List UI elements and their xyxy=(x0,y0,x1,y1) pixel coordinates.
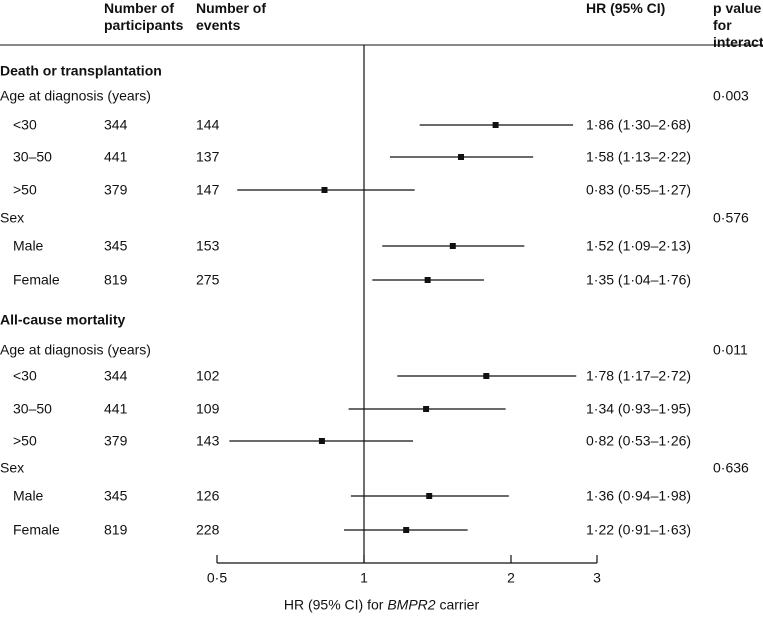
row-label: >50 xyxy=(13,432,37,449)
p-interaction: 0·636 xyxy=(713,459,749,476)
events: 275 xyxy=(196,271,220,288)
hr-point xyxy=(403,527,410,533)
row-label: Male xyxy=(13,487,44,504)
col-header: Number of participants xyxy=(104,0,184,33)
x-label-text: HR (95% CI) for xyxy=(283,596,384,613)
hr-label: 0·82 (0·53–1·26) xyxy=(586,432,692,449)
hr-point xyxy=(458,154,465,160)
events: 126 xyxy=(196,487,220,504)
participants: 344 xyxy=(104,116,128,133)
section-label: Death or transplantation xyxy=(0,62,162,79)
col-header: p value for interaction xyxy=(713,0,763,50)
row-label: Female xyxy=(13,521,60,538)
hr-label: 1·78 (1·17–2·72) xyxy=(586,367,692,384)
row-label: 30–50 xyxy=(13,148,52,165)
events: 109 xyxy=(196,400,220,417)
participants: 441 xyxy=(104,400,128,417)
events: 102 xyxy=(196,367,220,384)
participants: 344 xyxy=(104,367,128,384)
x-tick-label: 2 xyxy=(507,569,515,586)
group-label: Sex xyxy=(0,459,25,476)
participants: 819 xyxy=(104,521,128,538)
row-label: Female xyxy=(13,271,60,288)
row-label: 30–50 xyxy=(13,400,52,417)
x-tick-label: 1 xyxy=(360,569,368,586)
events: 143 xyxy=(196,432,220,449)
x-label-gene: BMPR2 xyxy=(387,596,436,613)
participants: 345 xyxy=(104,487,128,504)
events: 147 xyxy=(196,181,220,198)
hr-label: 1·86 (1·30–2·68) xyxy=(586,116,692,133)
hr-label: 1·58 (1·13–2·22) xyxy=(586,148,692,165)
x-tick-label: 0·5 xyxy=(206,569,228,586)
row-label: <30 xyxy=(13,116,37,133)
hr-point xyxy=(424,277,431,283)
hr-point xyxy=(426,493,433,499)
hr-label: 1·22 (0·91–1·63) xyxy=(586,521,692,538)
hr-label: 1·34 (0·93–1·95) xyxy=(586,400,692,417)
hr-point xyxy=(423,406,430,412)
events: 137 xyxy=(196,148,220,165)
group-label: Sex xyxy=(0,209,25,226)
p-interaction: 0·003 xyxy=(713,87,749,104)
section-label: All-cause mortality xyxy=(0,311,126,328)
row-label: >50 xyxy=(13,181,37,198)
p-interaction: 0·576 xyxy=(713,209,749,226)
hr-point xyxy=(321,187,328,193)
participants: 441 xyxy=(104,148,128,165)
participants: 345 xyxy=(104,237,128,254)
x-tick-label: 3 xyxy=(593,569,601,586)
hr-point xyxy=(483,373,490,379)
p-interaction: 0·011 xyxy=(713,341,748,358)
participants: 379 xyxy=(104,181,128,198)
hr-label: 1·35 (1·04–1·76) xyxy=(586,271,692,288)
group-label: Age at diagnosis (years) xyxy=(0,341,151,358)
x-label-suffix: carrier xyxy=(439,596,480,613)
row-label: <30 xyxy=(13,367,37,384)
col-header: HR (95% CI) xyxy=(586,0,666,16)
events: 228 xyxy=(196,521,220,538)
x-axis-label: HR (95% CI) for BMPR2 carrier xyxy=(0,597,763,614)
hr-point xyxy=(492,122,499,128)
participants: 379 xyxy=(104,432,128,449)
events: 153 xyxy=(196,237,220,254)
hr-label: 1·52 (1·09–2·13) xyxy=(586,237,692,254)
events: 144 xyxy=(196,116,220,133)
participants: 819 xyxy=(104,271,128,288)
group-label: Age at diagnosis (years) xyxy=(0,87,151,104)
hr-label: 0·83 (0·55–1·27) xyxy=(586,181,692,198)
hr-point xyxy=(318,438,325,444)
col-header: Number of events xyxy=(196,0,266,33)
row-label: Male xyxy=(13,237,44,254)
hr-label: 1·36 (0·94–1·98) xyxy=(586,487,692,504)
hr-point xyxy=(449,243,456,249)
